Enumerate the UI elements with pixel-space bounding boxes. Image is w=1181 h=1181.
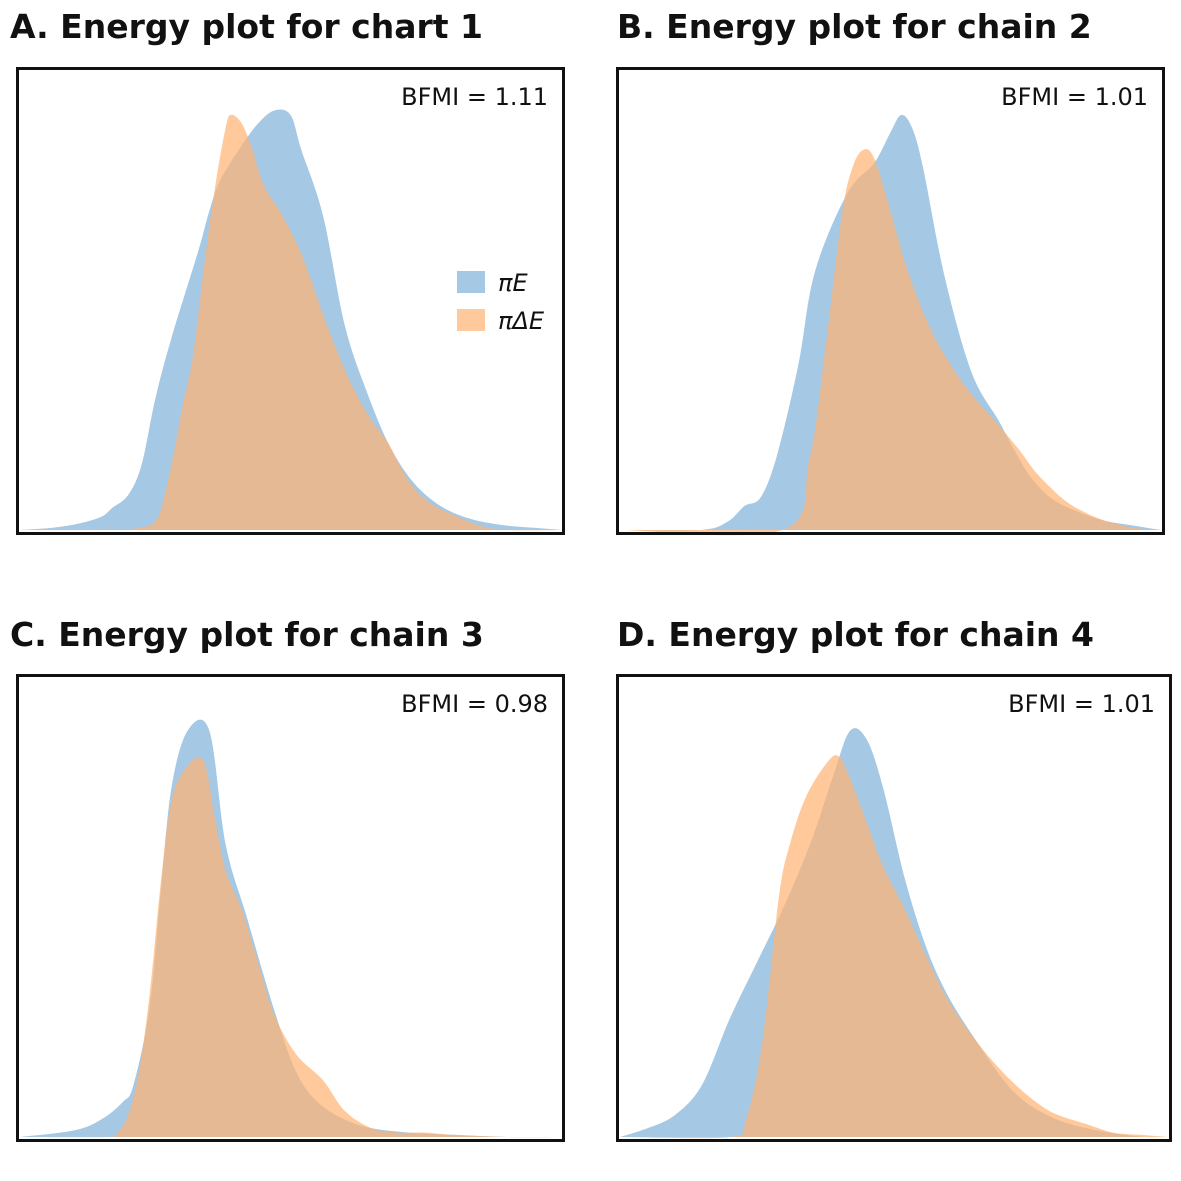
panel-a-bfmi-annotation: BFMI = 1.11 [401, 83, 548, 111]
panel-b-title: B. Energy plot for chain 2 [617, 7, 1092, 46]
panel-a-series-pi-delta-e-area [20, 114, 561, 531]
panel-c-bfmi-annotation: BFMI = 0.98 [401, 690, 548, 718]
panel-b-plot: BFMI = 1.01 [616, 67, 1165, 536]
panel-c-plot: BFMI = 0.98 [16, 674, 565, 1142]
legend-swatch-pi-delta-e [457, 309, 485, 331]
panel-b-bfmi-annotation: BFMI = 1.01 [1001, 83, 1148, 111]
legend-label-pi-delta-e: πΔE [498, 307, 545, 335]
panel-c-frame [16, 674, 565, 1142]
panel-a-frame [16, 67, 565, 535]
panel-d-title: D. Energy plot for chain 4 [617, 615, 1094, 654]
legend-swatch-pi-e [457, 271, 485, 293]
panel-c-series-pi-delta-e-area [20, 756, 561, 1138]
panel-d-plot: BFMI = 1.01 [616, 674, 1172, 1142]
panel-d-bfmi-annotation: BFMI = 1.01 [1008, 690, 1155, 718]
panel-a-plot: BFMI = 1.11 πE πΔE [16, 67, 565, 535]
panel-d-series-pi-delta-e-area [620, 755, 1168, 1139]
panel-a-title: A. Energy plot for chart 1 [10, 7, 483, 46]
panel-b-series-pi-delta-e-area [620, 149, 1161, 536]
panel-d-frame [616, 674, 1172, 1142]
panel-b-frame [616, 67, 1165, 535]
panel-c-title: C. Energy plot for chain 3 [10, 615, 484, 654]
legend-label-pi-e: πE [498, 269, 528, 297]
